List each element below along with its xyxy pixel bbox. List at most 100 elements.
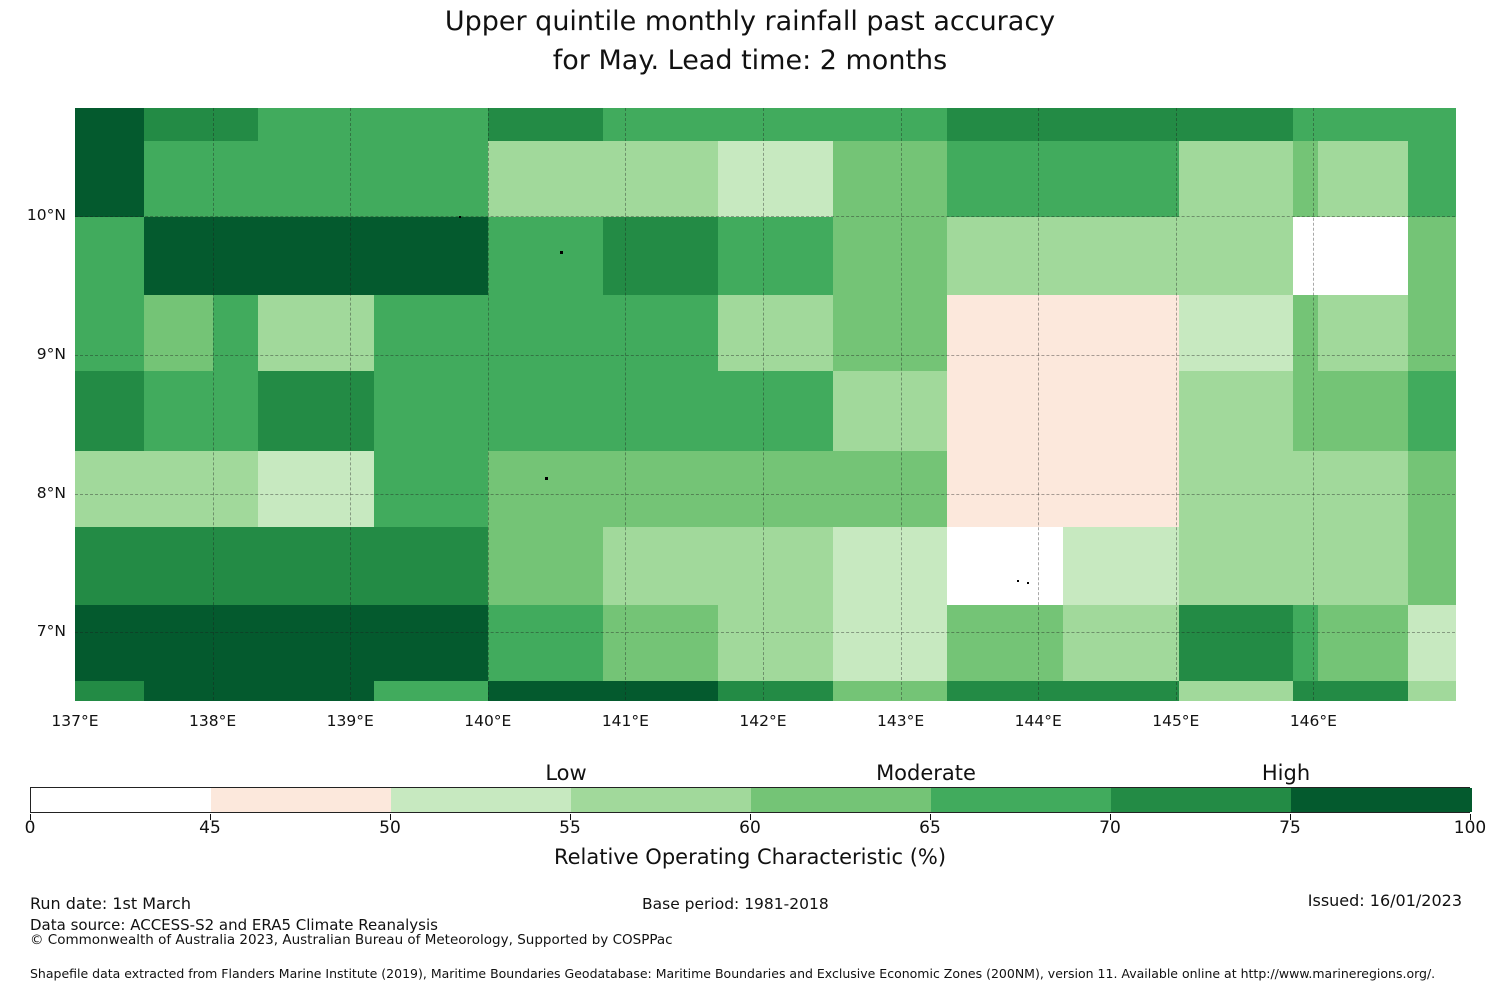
colorbar-tick: [390, 814, 391, 820]
heatmap-cell[interactable]: [487, 604, 604, 682]
heatmap-cell[interactable]: [75, 295, 145, 373]
heatmap-cell[interactable]: [1292, 141, 1319, 218]
heatmap-cell[interactable]: [947, 526, 1064, 606]
heatmap-cell[interactable]: [1178, 141, 1294, 218]
colorbar-tick-value: 60: [739, 818, 761, 838]
heatmap-cell[interactable]: [833, 371, 948, 452]
colorbar-segment[interactable]: [751, 788, 932, 812]
heatmap-cell[interactable]: [258, 371, 375, 452]
heatmap-cell[interactable]: [373, 295, 719, 373]
heatmap-cell[interactable]: [1408, 295, 1456, 373]
heatmap-cell[interactable]: [1062, 604, 1180, 682]
heatmap-cell[interactable]: [487, 450, 948, 528]
heatmap-cell[interactable]: [258, 107, 489, 142]
heatmap-cell[interactable]: [373, 450, 489, 528]
heatmap-cell[interactable]: [1408, 604, 1456, 682]
heatmap-cell[interactable]: [487, 141, 719, 218]
heatmap-cell[interactable]: [947, 371, 1180, 452]
heatmap-cell[interactable]: [603, 526, 834, 606]
heatmap-cell[interactable]: [143, 217, 489, 296]
heatmap-cell[interactable]: [1292, 371, 1409, 452]
heatmap-cell[interactable]: [717, 295, 834, 373]
heatmap-cell[interactable]: [947, 450, 1180, 528]
heatmap-cell[interactable]: [487, 680, 719, 701]
heatmap-cell[interactable]: [717, 680, 834, 701]
gridline-parallel: [75, 354, 1455, 356]
heatmap-cell[interactable]: [947, 295, 1180, 373]
heatmap-cell[interactable]: [143, 141, 489, 218]
heatmap-cell[interactable]: [1178, 371, 1294, 452]
heatmap-cell[interactable]: [947, 604, 1064, 682]
heatmap-cell[interactable]: [1292, 107, 1456, 142]
y-tick-label: 7°N: [36, 622, 66, 641]
heatmap-cell[interactable]: [75, 450, 259, 528]
gridline-meridian: [487, 108, 489, 700]
heatmap-cell[interactable]: [1292, 295, 1319, 373]
heatmap-cell[interactable]: [75, 604, 489, 682]
heatmap-cell[interactable]: [373, 371, 834, 452]
heatmap-cell[interactable]: [947, 680, 1180, 701]
heatmap-cell[interactable]: [947, 141, 1180, 218]
heatmap-cell[interactable]: [75, 371, 145, 452]
heatmap-cell[interactable]: [487, 217, 604, 296]
heatmap-cell[interactable]: [1178, 680, 1294, 701]
heatmap-cell[interactable]: [1408, 371, 1456, 452]
heatmap-cell[interactable]: [258, 295, 375, 373]
colorbar-segment[interactable]: [1291, 788, 1472, 812]
heatmap-cell[interactable]: [75, 107, 145, 142]
heatmap-cell[interactable]: [1178, 604, 1294, 682]
heatmap-cell[interactable]: [1317, 604, 1409, 682]
heatmap-cell[interactable]: [603, 217, 719, 296]
heatmap-cell[interactable]: [1292, 680, 1409, 701]
heatmap-cell[interactable]: [143, 295, 214, 373]
colorbar-segment[interactable]: [931, 788, 1112, 812]
heatmap-cell[interactable]: [487, 526, 604, 606]
heatmap-cell[interactable]: [1317, 295, 1409, 373]
heatmap-cell[interactable]: [833, 141, 948, 218]
heatmap-cell[interactable]: [75, 217, 145, 296]
heatmap-cell[interactable]: [1408, 680, 1456, 701]
heatmap-cell[interactable]: [717, 141, 834, 218]
heatmap-cell[interactable]: [833, 526, 948, 606]
heatmap-cell[interactable]: [143, 371, 259, 452]
heatmap-cell[interactable]: [487, 107, 604, 142]
heatmap-cell[interactable]: [603, 604, 719, 682]
heatmap-cell[interactable]: [833, 295, 948, 373]
heatmap-cell[interactable]: [1292, 604, 1319, 682]
colorbar-tick: [1290, 814, 1291, 820]
heatmap-cell[interactable]: [1408, 141, 1456, 218]
heatmap-cell[interactable]: [143, 107, 259, 142]
heatmap-cell[interactable]: [1292, 217, 1409, 296]
heatmap-cell[interactable]: [1408, 450, 1456, 528]
heatmap-cell[interactable]: [717, 217, 834, 296]
heatmap-cell[interactable]: [75, 141, 145, 218]
heatmap-cell[interactable]: [833, 217, 948, 296]
colorbar-segment[interactable]: [31, 788, 212, 812]
heatmap-cell[interactable]: [1178, 450, 1409, 528]
heatmap-cell[interactable]: [717, 604, 834, 682]
heatmap-cell[interactable]: [1178, 526, 1409, 606]
heatmap-cell[interactable]: [947, 107, 1294, 142]
heatmap-cell[interactable]: [833, 680, 948, 701]
heatmap-cell[interactable]: [75, 680, 145, 701]
heatmap-cell[interactable]: [258, 450, 375, 528]
heatmap-cell[interactable]: [1178, 295, 1294, 373]
heatmap-cell[interactable]: [603, 107, 948, 142]
heatmap-cell[interactable]: [373, 680, 489, 701]
colorbar-segment[interactable]: [391, 788, 572, 812]
heatmap-cell[interactable]: [1317, 141, 1409, 218]
colorbar-tick: [1470, 814, 1471, 820]
colorbar-segment[interactable]: [211, 788, 392, 812]
heatmap-cell[interactable]: [212, 295, 259, 373]
colorbar-segment[interactable]: [1111, 788, 1292, 812]
heatmap-cell[interactable]: [1408, 217, 1456, 296]
heatmap-cell[interactable]: [947, 217, 1294, 296]
heatmap-cell[interactable]: [1062, 526, 1180, 606]
heatmap-cell[interactable]: [1408, 526, 1456, 606]
heatmap-cell[interactable]: [143, 680, 375, 701]
chart-title-line1: Upper quintile monthly rainfall past acc…: [444, 6, 1056, 37]
heatmap-cell[interactable]: [833, 604, 948, 682]
colorbar-segment[interactable]: [571, 788, 752, 812]
chart-title: Upper quintile monthly rainfall past acc…: [0, 2, 1500, 80]
heatmap-cell[interactable]: [75, 526, 489, 606]
